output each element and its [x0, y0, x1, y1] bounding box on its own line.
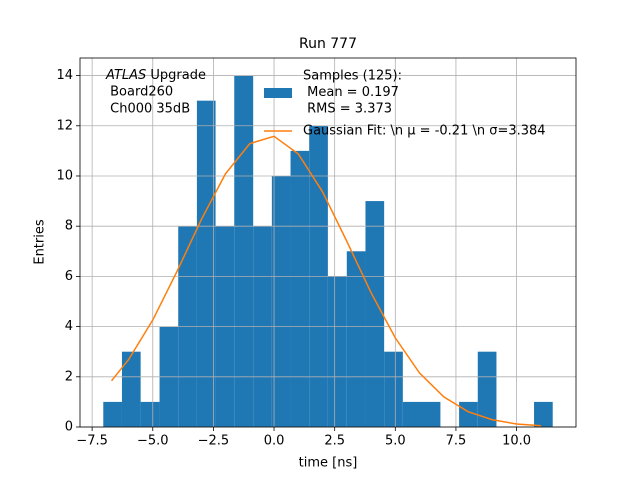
y-tick-label: 6	[65, 269, 73, 284]
y-axis-label: Entries	[33, 219, 48, 265]
y-tick-label: 0	[65, 420, 73, 435]
annotation-line: Board260	[106, 85, 173, 100]
x-axis-label: time [ns]	[299, 456, 358, 471]
annotation-text: Upgrade	[146, 68, 206, 83]
bar	[459, 401, 478, 427]
bar	[271, 175, 291, 427]
y-tick-label: 12	[56, 118, 73, 133]
bar	[365, 201, 385, 427]
bar	[384, 351, 403, 427]
bar	[477, 351, 497, 427]
legend-label: Mean = 0.197	[303, 85, 399, 100]
bar	[421, 401, 441, 427]
y-tick-label: 10	[56, 168, 73, 183]
x-tick-label: 5.0	[385, 434, 406, 449]
annotation: ATLAS Upgrade	[105, 68, 206, 83]
bar	[121, 351, 141, 427]
bar	[196, 100, 216, 428]
chart-title: Run 777	[299, 36, 357, 52]
x-tick-label: 0.0	[264, 434, 285, 449]
x-tick-label: 10.0	[502, 434, 531, 449]
bar	[534, 401, 553, 427]
legend-swatch	[264, 88, 292, 98]
fit-line	[110, 135, 541, 427]
bar	[327, 276, 347, 427]
x-tick-label: 7.5	[446, 434, 467, 449]
legend-label: Samples (125):	[303, 69, 402, 84]
plot-frame	[79, 57, 577, 428]
bar	[290, 150, 310, 427]
annotation-line: Ch000 35dB	[106, 102, 190, 117]
bar	[234, 75, 254, 428]
y-tick-label: 2	[65, 369, 73, 384]
bar	[140, 401, 160, 427]
bar	[346, 251, 366, 427]
legend-label: RMS = 3.373	[303, 102, 392, 117]
bar	[402, 401, 422, 427]
x-tick-label: −7.5	[76, 434, 108, 449]
x-tick-label: −2.5	[198, 434, 230, 449]
x-tick-label: 2.5	[324, 434, 345, 449]
legend-label: Gaussian Fit: \n μ = -0.21 \n σ=3.384	[303, 124, 546, 139]
x-tick-label: −5.0	[137, 434, 169, 449]
annotation-italic: ATLAS	[105, 68, 146, 83]
y-tick-label: 14	[56, 68, 73, 83]
y-tick-label: 4	[65, 319, 73, 334]
y-tick-label: 8	[65, 219, 73, 234]
bar	[103, 401, 122, 427]
